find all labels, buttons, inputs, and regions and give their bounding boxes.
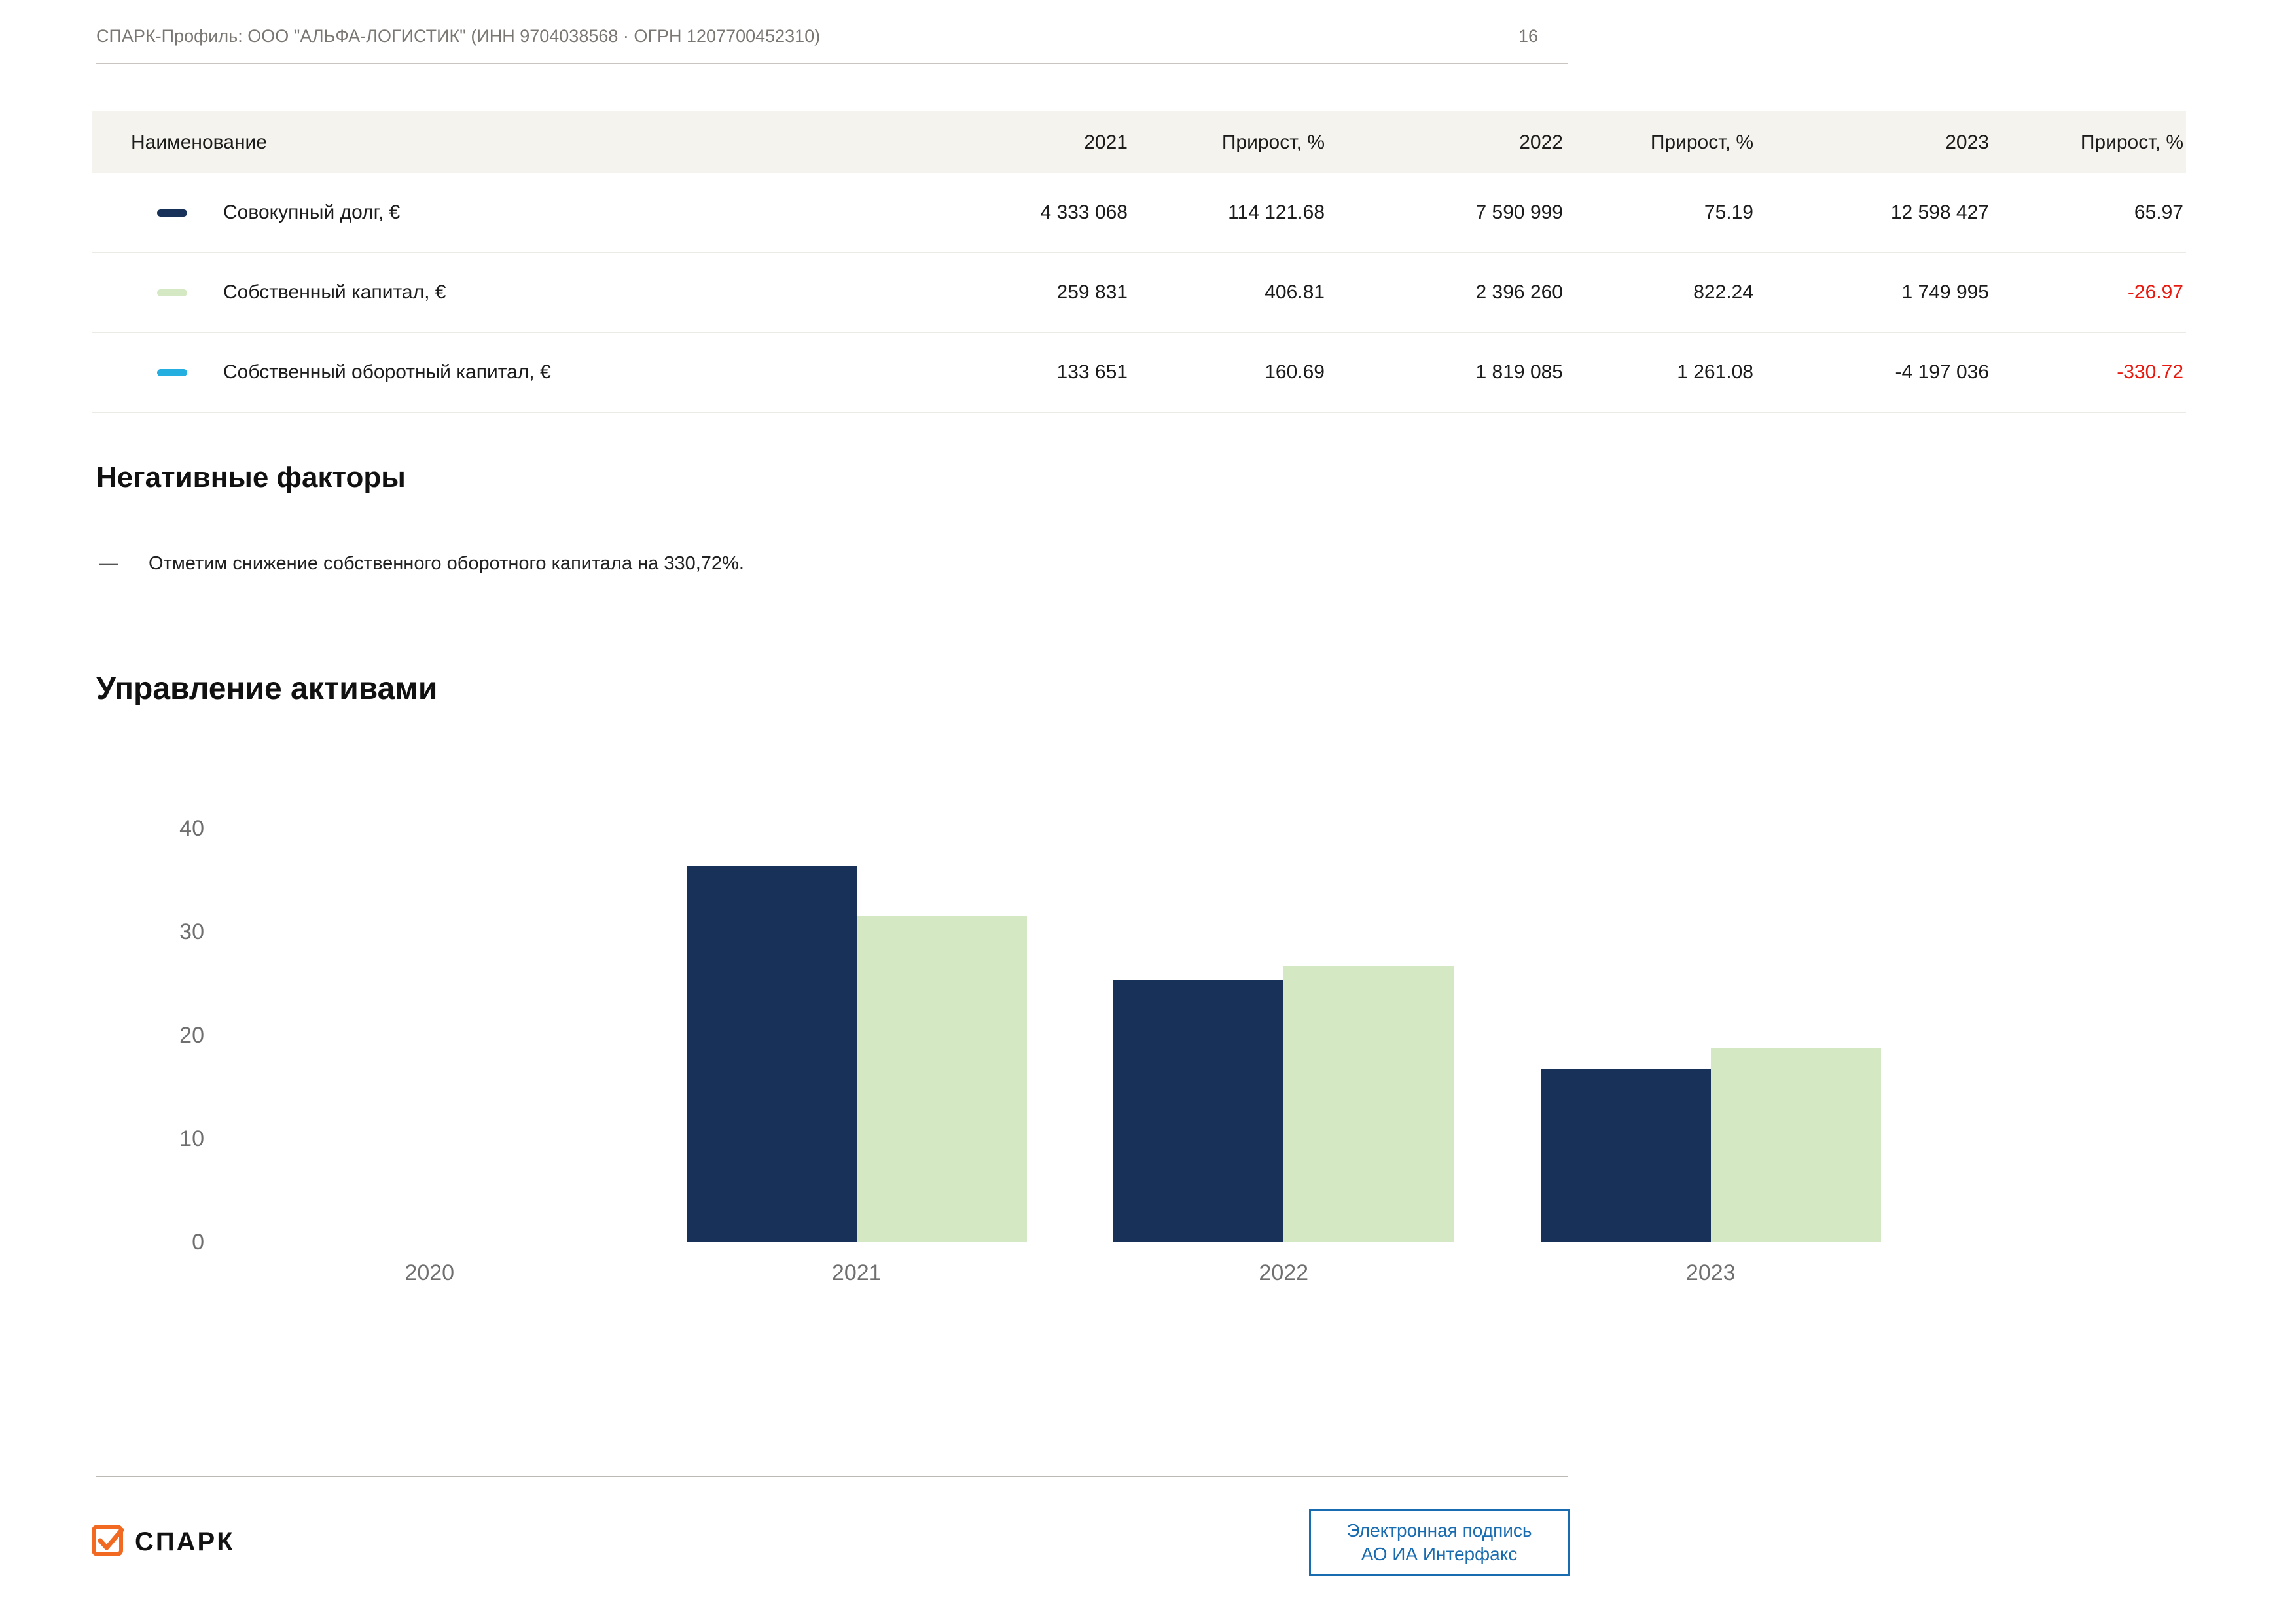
y-axis-tick-30: 30 (179, 919, 204, 944)
negative-factor-text: Отметим снижение собственного оборотного… (149, 553, 744, 574)
bar-2021-green-series (856, 915, 1027, 1242)
negative-factor-item: — Отметим снижение собственного оборотно… (99, 553, 744, 575)
negative-factors-heading: Негативные факторы (96, 461, 406, 493)
cyan-series-swatch-icon (157, 368, 187, 376)
bullet-dash: — (99, 553, 118, 574)
report-header-title: СПАРК-Профиль: ООО "АЛЬФА-ЛОГИСТИК" (ИНН… (96, 26, 821, 46)
x-axis-label-2020: 2020 (404, 1260, 455, 1285)
growth-2023-negative: -330.72 (2117, 361, 2183, 383)
table-row-equity: Собственный капитал, € 259 831 406.81 2 … (92, 253, 2186, 333)
growth-2022: 1 261.08 (1677, 361, 1753, 383)
value-2023: -4 197 036 (1895, 361, 1989, 383)
header-divider (96, 63, 1568, 64)
financials-table: Наименование 2021 Прирост, % 2022 Прирос… (92, 111, 2186, 413)
column-header-growth-2021: Прирост, % (1221, 131, 1325, 153)
growth-2022: 822.24 (1693, 281, 1753, 303)
navy-series-swatch-icon (157, 209, 187, 217)
row-label: Собственный оборотный капитал, € (223, 361, 551, 383)
signature-line-1: Электронная подпись (1346, 1520, 1532, 1541)
bar-2023-green-series (1710, 1047, 1881, 1242)
value-2022: 7 590 999 (1475, 202, 1563, 223)
x-axis-label-2022: 2022 (1259, 1260, 1309, 1285)
asset-management-heading: Управление активами (96, 671, 438, 706)
column-header-2022: 2022 (1519, 131, 1563, 153)
table-row-total-debt: Совокупный долг, € 4 333 068 114 121.68 … (92, 173, 2186, 253)
table-row-working-capital: Собственный оборотный капитал, € 133 651… (92, 333, 2186, 413)
growth-2021: 114 121.68 (1228, 202, 1325, 223)
y-axis-tick-0: 0 (192, 1230, 204, 1255)
value-2021: 4 333 068 (1040, 202, 1128, 223)
value-2022: 1 819 085 (1475, 361, 1563, 383)
column-header-2023: 2023 (1945, 131, 1989, 153)
signature-line-2: АО ИА Интерфакс (1361, 1544, 1518, 1564)
bar-2023-navy-series (1540, 1068, 1711, 1242)
value-2021: 133 651 (1056, 361, 1128, 383)
row-label: Собственный капитал, € (223, 281, 446, 303)
growth-2022: 75.19 (1704, 202, 1753, 223)
x-axis-label-2023: 2023 (1685, 1260, 1736, 1285)
value-2021: 259 831 (1056, 281, 1128, 303)
table-header-row: Наименование 2021 Прирост, % 2022 Прирос… (92, 111, 2186, 173)
y-axis-tick-40: 40 (179, 816, 204, 841)
column-header-growth-2023: Прирост, % (2080, 131, 2183, 153)
growth-2023-negative: -26.97 (2127, 281, 2183, 303)
value-2023: 1 749 995 (1901, 281, 1989, 303)
column-header-growth-2022: Прирост, % (1650, 131, 1753, 153)
y-axis-tick-10: 10 (179, 1126, 204, 1151)
spark-checkbox-icon (92, 1525, 124, 1556)
spark-logo: СПАРК (92, 1525, 235, 1559)
bar-2022-navy-series (1113, 979, 1284, 1242)
row-label: Совокупный долг, € (223, 202, 401, 223)
footer-divider (96, 1476, 1568, 1477)
column-header-2021: 2021 (1084, 131, 1128, 153)
growth-2023: 65.97 (2134, 202, 2183, 223)
growth-2021: 160.69 (1265, 361, 1325, 383)
growth-2021: 406.81 (1265, 281, 1325, 303)
bar-2022-green-series (1283, 966, 1454, 1242)
page-number: 16 (1518, 26, 1539, 46)
bar-2021-navy-series (686, 865, 857, 1242)
spark-logo-text: СПАРК (135, 1527, 235, 1556)
electronic-signature-button[interactable]: Электронная подпись АО ИА Интерфакс (1309, 1509, 1570, 1576)
x-axis-label-2021: 2021 (831, 1260, 882, 1285)
value-2023: 12 598 427 (1890, 202, 1989, 223)
column-header-name: Наименование (131, 131, 267, 153)
value-2022: 2 396 260 (1475, 281, 1563, 303)
green-series-swatch-icon (157, 289, 187, 296)
y-axis-tick-20: 20 (179, 1023, 204, 1048)
